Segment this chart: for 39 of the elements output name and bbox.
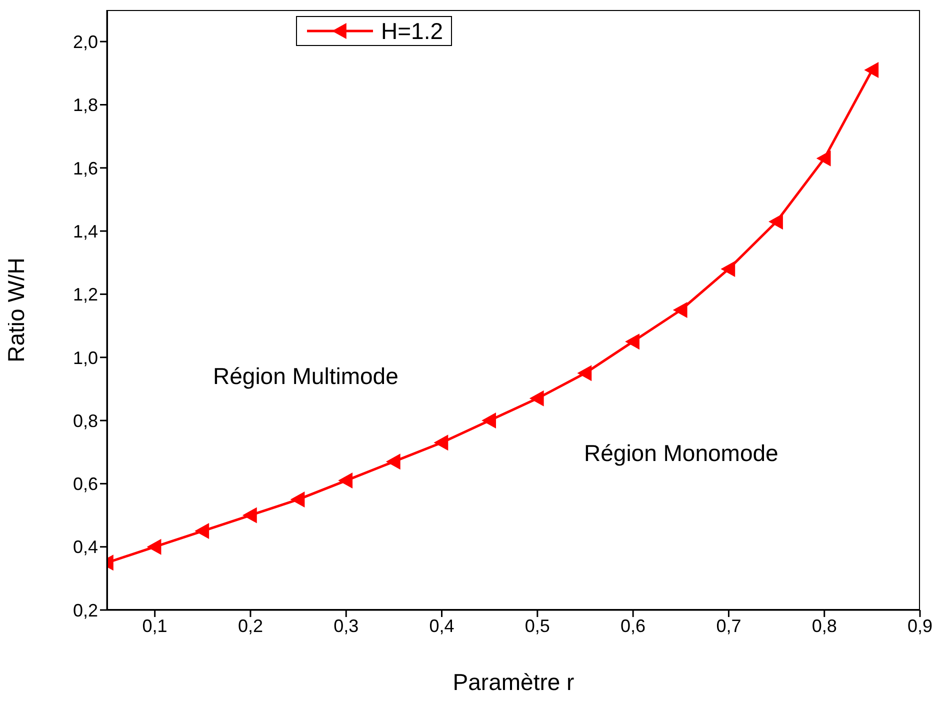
point [529, 390, 544, 406]
x-tick-label: 0,8 [812, 616, 837, 636]
point [577, 365, 592, 382]
x-tick-label: 0,5 [524, 616, 550, 636]
point [146, 538, 162, 555]
legend-label: H=1.2 [381, 18, 444, 44]
point [434, 434, 448, 451]
y-tick-label: 1,4 [72, 221, 98, 242]
point [768, 214, 783, 230]
y-tick-label: 1,6 [72, 158, 98, 178]
y-tick-label: 1,0 [72, 348, 98, 368]
annotation: Région Multimode [213, 363, 398, 390]
point [720, 260, 736, 277]
x-tick-label: 0,1 [142, 616, 168, 636]
point [242, 507, 257, 524]
point [625, 334, 640, 350]
point [864, 62, 879, 78]
x-tick-label: 0,6 [620, 616, 646, 636]
x-tick-label: 0,4 [429, 616, 454, 636]
y-tick-label: 1,8 [72, 95, 98, 116]
y-tick-label: 0,4 [72, 537, 98, 558]
point [672, 302, 688, 318]
x-tick-label: 0,7 [716, 616, 742, 636]
x-axis-title: Paramètre r [452, 669, 575, 695]
point [816, 150, 831, 166]
y-tick-label: 0,6 [72, 474, 98, 494]
y-tick-label: 1,2 [72, 284, 98, 305]
point [194, 523, 210, 540]
x-tick-label: 0,3 [334, 616, 359, 636]
x-tick-label: 0,2 [238, 616, 263, 636]
y-tick-label: 0,8 [72, 410, 98, 431]
x-tick-label: 0,9 [907, 616, 933, 636]
point [386, 454, 400, 470]
annotation: Région Monomode [584, 440, 778, 467]
y-tick-label: 2,0 [72, 32, 98, 52]
point [290, 491, 305, 508]
point [482, 412, 496, 429]
y-tick-label: 0,2 [72, 600, 98, 620]
point [338, 472, 353, 489]
